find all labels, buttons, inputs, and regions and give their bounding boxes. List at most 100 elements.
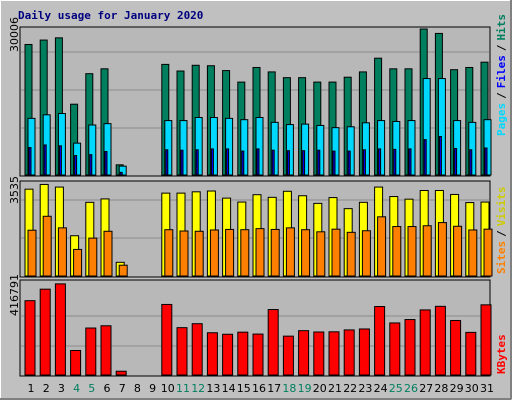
files-bar	[89, 154, 93, 176]
x-tick-label: 29	[450, 382, 464, 395]
legend-sites: Sites	[495, 241, 508, 274]
sites-bar	[57, 227, 67, 277]
visits-ymax-label: 3535	[8, 176, 21, 204]
files-bar	[226, 148, 230, 176]
files-bar	[317, 149, 321, 176]
files-bar	[286, 150, 290, 176]
sites-bar	[27, 229, 37, 277]
x-tick-label: 9	[149, 382, 156, 395]
sites-bar	[42, 215, 52, 277]
legend-visits: Visits	[495, 187, 508, 227]
kbytes-bar	[328, 331, 340, 376]
sites-bar	[346, 231, 356, 277]
files-bar	[43, 144, 47, 176]
x-tick-label: 11	[176, 382, 190, 395]
x-tick-label: 13	[206, 382, 220, 395]
kbytes-bar	[450, 319, 462, 376]
sites-bar	[407, 226, 417, 277]
x-tick-label: 7	[119, 382, 126, 395]
hits-legend: Pages / Files / Hits	[495, 14, 508, 136]
kbytes-bar	[267, 309, 279, 376]
sites-bar	[194, 230, 204, 277]
x-tick-label: 8	[134, 382, 141, 395]
legend-separator: /	[495, 92, 508, 99]
sites-bar	[483, 228, 493, 277]
kbytes-bar	[85, 327, 97, 376]
files-bar	[271, 149, 275, 176]
x-axis-labels: 1 2 3 4 5 6 7 8 9 10 11 12 13 14 15 16 17 18 19 20 21 22 23 24 2…	[28, 382, 495, 395]
kbytes-bar	[389, 322, 401, 376]
x-tick-label: 15	[237, 382, 251, 395]
kbytes-bar	[358, 328, 370, 376]
kbytes-bar	[480, 304, 492, 376]
kbytes-bar	[161, 303, 173, 376]
legend-hits: Hits	[495, 14, 508, 41]
files-bar	[180, 149, 184, 176]
files-bar	[119, 171, 123, 176]
sites-bar	[301, 229, 311, 277]
x-tick-label: 21	[328, 382, 342, 395]
files-bar	[332, 150, 336, 176]
files-bar	[454, 147, 458, 176]
kbytes-legend: KBytes	[495, 334, 508, 374]
sites-bar	[179, 230, 189, 277]
x-tick-label: 4	[73, 382, 80, 395]
x-tick-label: 5	[88, 382, 95, 395]
kbytes-bar	[252, 333, 264, 376]
x-tick-label: 22	[343, 382, 357, 395]
kbytes-bar	[434, 305, 446, 376]
kbytes-bar	[70, 349, 82, 376]
x-tick-label: 24	[374, 382, 388, 395]
x-tick-label: 23	[358, 382, 372, 395]
kbytes-bar	[222, 333, 234, 376]
x-tick-label: 30	[465, 382, 479, 395]
sites-bar	[377, 216, 387, 277]
kbytes-bar	[404, 319, 416, 376]
sites-bar	[240, 229, 250, 277]
files-bar	[484, 147, 488, 176]
legend-pages: Pages	[495, 103, 508, 136]
x-tick-label: 31	[480, 382, 494, 395]
sites-bar	[331, 228, 341, 277]
kbytes-bar	[298, 330, 310, 376]
x-tick-label: 20	[313, 382, 327, 395]
sites-bar	[422, 225, 432, 277]
sites-bar	[88, 237, 98, 277]
files-bar	[195, 149, 199, 176]
files-bar	[438, 136, 442, 176]
kbytes-bar	[237, 331, 249, 376]
visits-legend: Sites / Visits	[495, 187, 508, 275]
x-tick-label: 25	[389, 382, 403, 395]
kbytes-bar	[374, 306, 386, 376]
kbytes-ymax-label: 416791	[8, 274, 21, 316]
sites-bar	[73, 248, 83, 277]
x-tick-label: 10	[161, 382, 175, 395]
kbytes-bar	[343, 329, 355, 376]
files-bar	[256, 148, 260, 176]
x-tick-label: 18	[282, 382, 296, 395]
kbytes-bar	[206, 332, 218, 376]
files-bar	[74, 155, 78, 176]
files-bar	[165, 149, 169, 176]
files-bar	[302, 150, 306, 176]
x-tick-label: 1	[28, 382, 35, 395]
sites-bar	[285, 227, 295, 277]
hits-ymax-label: 30006	[8, 17, 21, 52]
kbytes-bar	[465, 331, 477, 376]
sites-bar	[437, 222, 447, 277]
bars	[24, 28, 493, 376]
files-bar	[210, 148, 214, 176]
sites-bar	[392, 226, 402, 277]
kbytes-bar	[176, 327, 188, 376]
chart-title: Daily usage for January 2020	[18, 9, 203, 22]
sites-bar	[164, 229, 174, 277]
legend-separator: /	[495, 44, 508, 51]
x-tick-label: 16	[252, 382, 266, 395]
files-bar	[104, 151, 108, 176]
kbytes-bar	[100, 325, 112, 376]
sites-bar	[453, 225, 463, 277]
x-tick-label: 2	[43, 382, 50, 395]
sites-bar	[468, 229, 478, 277]
